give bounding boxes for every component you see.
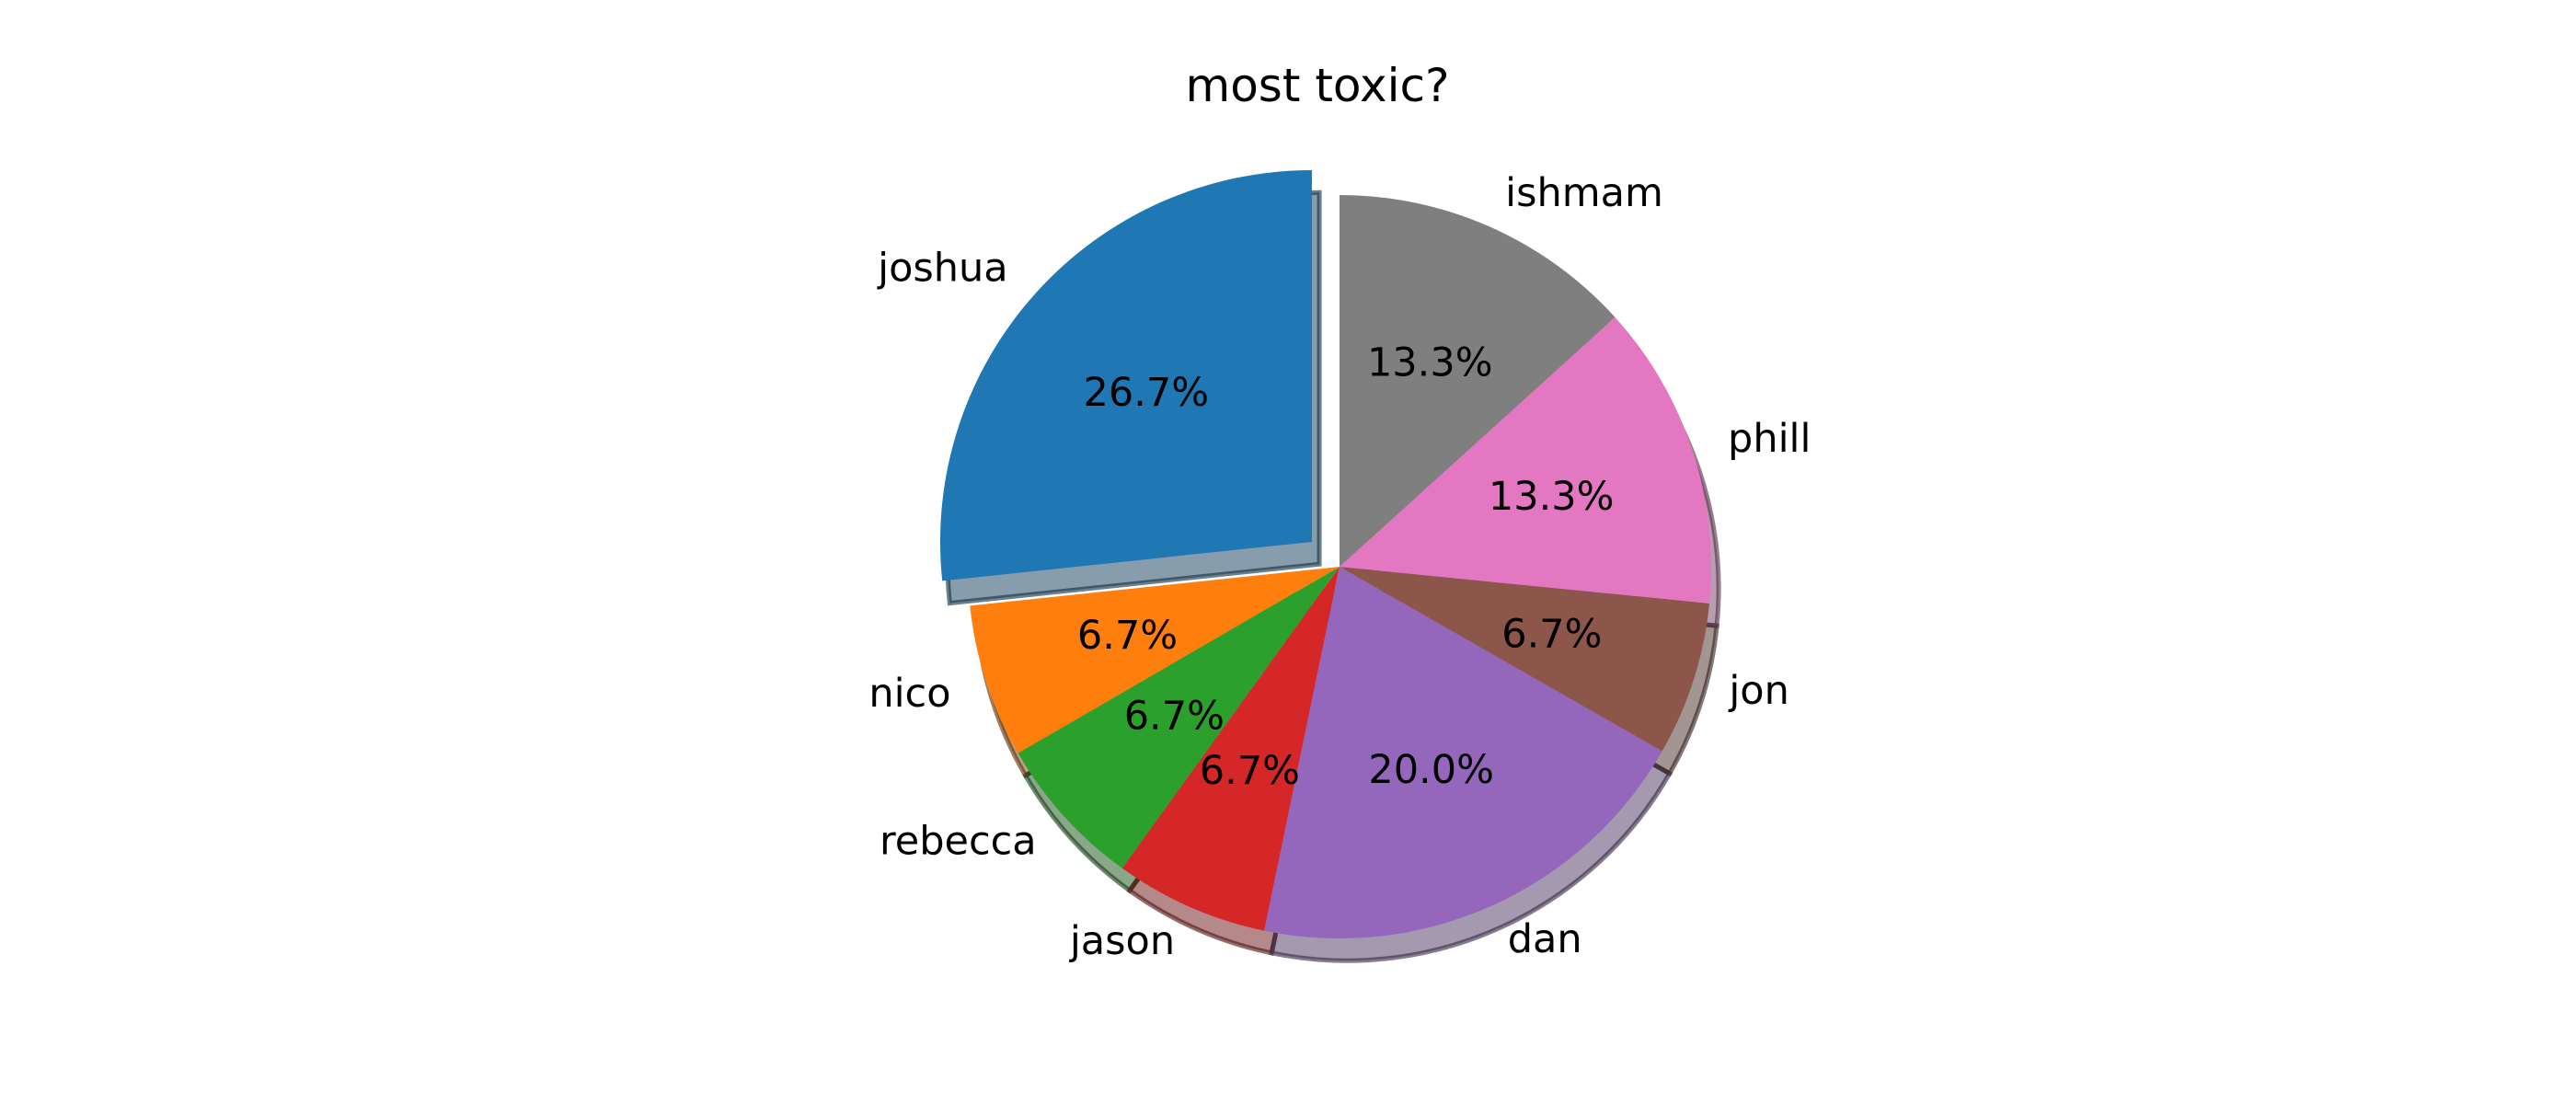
pie-slice-rebecca — [1018, 567, 1340, 868]
slice-label-dan: dan — [1508, 916, 1582, 962]
slice-percent-jason: 6.7% — [1200, 748, 1300, 794]
slice-label-joshua: joshua — [877, 246, 1008, 292]
slice-label-jon: jon — [1728, 668, 1789, 714]
slice-percent-dan: 20.0% — [1368, 747, 1494, 793]
pie-slice-jason — [1121, 567, 1340, 931]
slice-percent-phill: 13.3% — [1489, 474, 1615, 520]
label-layer: joshua 26.7% nico 6.7% rebecca 6.7% jason 6.7% d… — [868, 170, 1811, 964]
slice-percent-jon: 6.7% — [1501, 612, 1602, 658]
slice-layer — [939, 169, 1711, 939]
pie-slice-phill — [1340, 316, 1711, 604]
slice-label-ishmam: ishmam — [1505, 170, 1663, 216]
pie-slice-ishmam — [1340, 195, 1616, 567]
pie-slice-joshua — [939, 169, 1312, 581]
slice-label-nico: nico — [868, 671, 950, 717]
slice-percent-ishmam: 13.3% — [1367, 339, 1493, 385]
slice-label-phill: phill — [1728, 416, 1811, 462]
chart-title: most toxic? — [1185, 59, 1449, 112]
pie-slice-jon — [1340, 567, 1710, 752]
slice-label-rebecca: rebecca — [880, 818, 1037, 864]
slice-percent-rebecca: 6.7% — [1124, 694, 1225, 740]
slice-percent-nico: 6.7% — [1077, 613, 1178, 659]
pie-slice-dan — [1264, 567, 1662, 939]
pie-slice-nico — [970, 567, 1340, 753]
slice-percent-joshua: 26.7% — [1083, 370, 1209, 416]
slice-label-jason: jason — [1069, 918, 1175, 964]
